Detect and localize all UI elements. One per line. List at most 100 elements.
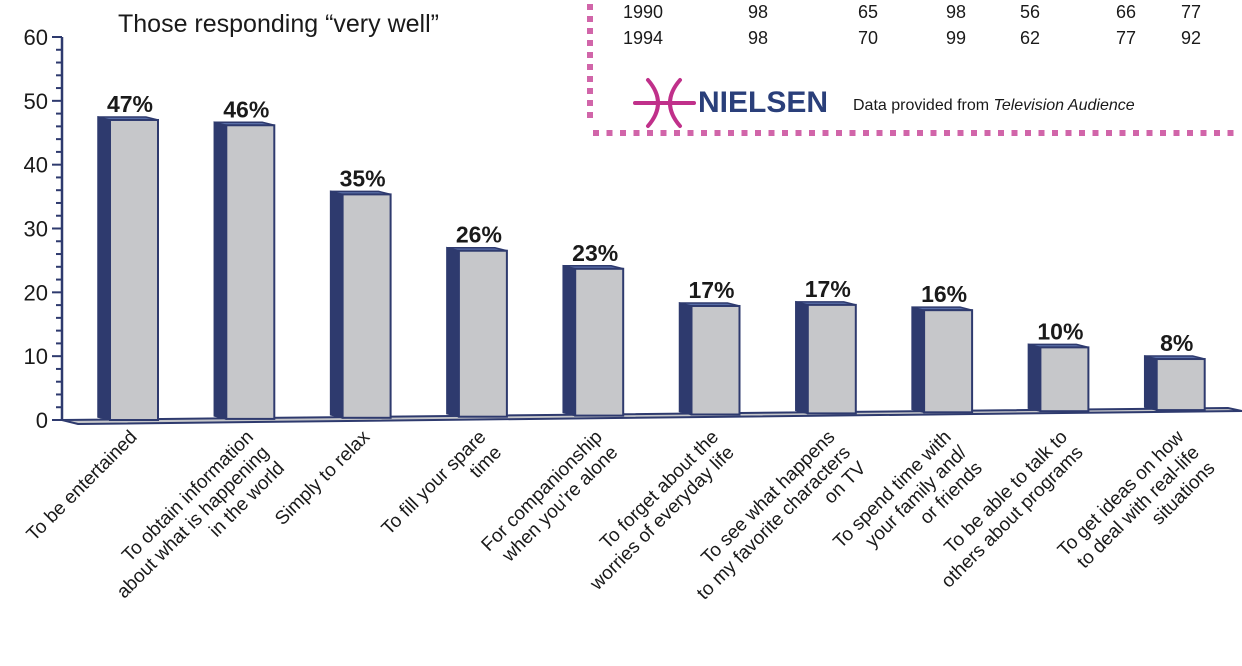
border-dot: [1187, 130, 1193, 136]
y-tick-label: 60: [24, 25, 48, 50]
border-dot: [1214, 130, 1220, 136]
inset-value-cell: 98: [748, 2, 768, 22]
inset-value-cell: 56: [1020, 2, 1040, 22]
border-dot: [1079, 130, 1085, 136]
border-dot: [741, 130, 748, 136]
border-dot: [930, 130, 937, 136]
bar-side: [1027, 343, 1042, 413]
y-tick-label: 20: [24, 280, 48, 305]
inset-year-cell: 1994: [623, 28, 663, 48]
bar-side: [795, 300, 809, 415]
border-dot: [606, 130, 613, 136]
border-dot: [587, 88, 593, 94]
y-tick-label: 30: [24, 217, 48, 242]
bar-value-label: 35%: [340, 165, 386, 191]
border-dot: [876, 130, 883, 136]
y-axis: 0 10 20 30 40 50 60: [24, 25, 64, 433]
chart-subtitle: Those responding “very well”: [118, 10, 439, 38]
bar: [1039, 346, 1090, 413]
border-dot: [822, 130, 829, 136]
border-dot: [587, 112, 593, 118]
nielsen-brand: NIELSEN: [698, 86, 828, 119]
inset-value-cell: 66: [1116, 2, 1136, 22]
bar-value-label: 17%: [688, 277, 734, 303]
border-dot: [1011, 130, 1018, 136]
border-dot: [620, 130, 626, 136]
y-tick-label: 40: [24, 153, 48, 178]
bar-side: [678, 302, 693, 416]
bar-value-label: 17%: [805, 276, 851, 302]
border-dot: [863, 130, 869, 136]
bar-value-label: 47%: [107, 91, 153, 117]
pisces-symbol-icon: [633, 78, 696, 128]
border-dot: [593, 130, 599, 136]
border-dot: [917, 130, 923, 136]
border-dot: [587, 28, 593, 34]
border-dot: [1133, 130, 1139, 136]
border-dot: [1200, 130, 1207, 136]
border-dot: [587, 64, 593, 70]
border-dot: [998, 130, 1004, 136]
inset-value-cell: 98: [946, 2, 966, 22]
bar: [225, 124, 276, 420]
bar-side: [446, 246, 460, 418]
border-dot: [944, 130, 950, 136]
bar-value-label: 23%: [572, 240, 618, 266]
category-label: Simply to relax: [271, 426, 374, 529]
y-tick-label: 10: [24, 344, 48, 369]
bar-value-label: 10%: [1037, 318, 1083, 344]
border-dot: [755, 130, 761, 136]
border-dot: [809, 130, 815, 136]
nielsen-inset: 1990 98 65 98 56 66 77 1994 98 70 99 62 77 92 NIELSEN…: [587, 2, 1234, 136]
bar: [574, 267, 625, 417]
y-tick-label: 50: [24, 89, 48, 114]
border-dot: [984, 130, 991, 136]
category-label: For companionshipwhen you’re alone: [478, 427, 623, 572]
border-dot: [795, 130, 802, 136]
border-dot: [660, 130, 667, 136]
bar-side: [97, 116, 111, 421]
border-dot: [674, 130, 680, 136]
border-dot: [587, 100, 593, 106]
border-dot: [890, 130, 896, 136]
border-dot: [701, 130, 707, 136]
bar-value-label: 46%: [223, 96, 269, 122]
bar: [690, 304, 741, 416]
data-source-credit: Data provided from Television Audience: [853, 97, 1135, 114]
inset-value-cell: 77: [1181, 2, 1201, 22]
bar-value-label: 16%: [921, 281, 967, 307]
border-dot: [1173, 130, 1180, 136]
border-dot: [647, 130, 653, 136]
border-dot: [1025, 130, 1031, 136]
border-dot: [1146, 130, 1153, 136]
border-dot: [1065, 130, 1072, 136]
border-dot: [1227, 130, 1234, 136]
value-labels: 47% 46% 35% 26% 23% 17% 17% 16% 10% 8%: [107, 91, 1193, 356]
bar-side: [1143, 355, 1158, 412]
inset-value-cell: 77: [1116, 28, 1136, 48]
inset-value-cell: 92: [1181, 28, 1201, 48]
border-dot: [836, 130, 842, 136]
border-dot: [1038, 130, 1045, 136]
border-dot: [782, 130, 788, 136]
border-dot: [957, 130, 964, 136]
bar-value-label: 8%: [1160, 330, 1193, 356]
border-dot: [633, 130, 640, 136]
y-tick-label: 0: [36, 408, 48, 433]
border-dot: [1106, 130, 1112, 136]
border-dot: [768, 130, 775, 136]
bar-side: [213, 121, 228, 420]
inset-value-cell: 99: [946, 28, 966, 48]
bar: [341, 193, 392, 419]
border-dot: [849, 130, 856, 136]
border-dot: [1092, 130, 1099, 136]
border-dot: [903, 130, 910, 136]
border-dot: [587, 40, 593, 46]
inset-year-cell: 1990: [623, 2, 663, 22]
border-dot: [714, 130, 721, 136]
bar-side: [329, 190, 344, 419]
inset-value-cell: 70: [858, 28, 878, 48]
inset-data-table: 1990 98 65 98 56 66 77 1994 98 70 99 62 77 92: [623, 2, 1201, 48]
